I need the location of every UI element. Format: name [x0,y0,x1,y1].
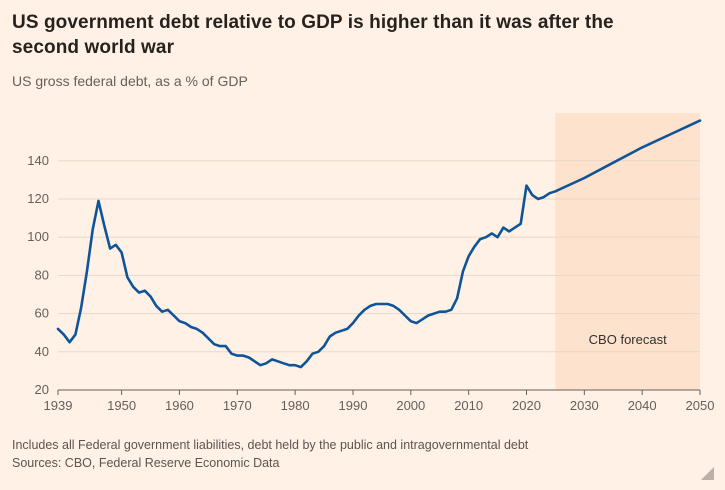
y-tick-label: 140 [27,153,49,168]
y-tick-label: 20 [35,382,49,397]
y-tick-label: 120 [27,191,49,206]
x-tick-label: 2020 [512,398,541,413]
y-tick-label: 100 [27,229,49,244]
y-tick-label: 80 [35,268,49,283]
x-tick-label: 1960 [165,398,194,413]
y-tick-label: 40 [35,344,49,359]
x-tick-label: 1980 [281,398,310,413]
x-tick-label: 1970 [223,398,252,413]
x-tick-label: 2040 [628,398,657,413]
debt-line-chart: 1939 1950 1960 1970 1980 1990 2000 2010 2020 2030… [27,113,715,413]
chart-title: US government debt relative to GDP is hi… [12,12,614,59]
x-tick-label: 2000 [396,398,425,413]
debt-line [56,119,702,369]
footnote: Includes all Federal government liabilit… [12,438,529,453]
sources-note: Sources: CBO, Federal Reserve Economic D… [12,456,280,471]
x-tick-label: 1939 [44,398,73,413]
x-tick-label: 1950 [107,398,136,413]
y-tick-label: 60 [35,306,49,321]
resize-handle-icon[interactable] [701,467,714,480]
forecast-band [555,113,700,391]
chart-subtitle: US gross federal debt, as a % of GDP [12,73,248,90]
x-tick-label: 1990 [339,398,368,413]
x-tick-label: 2050 [686,398,715,413]
x-tick-label: 2010 [454,398,483,413]
cbo-forecast-label: CBO forecast [589,332,667,347]
x-tick-label: 2030 [570,398,599,413]
